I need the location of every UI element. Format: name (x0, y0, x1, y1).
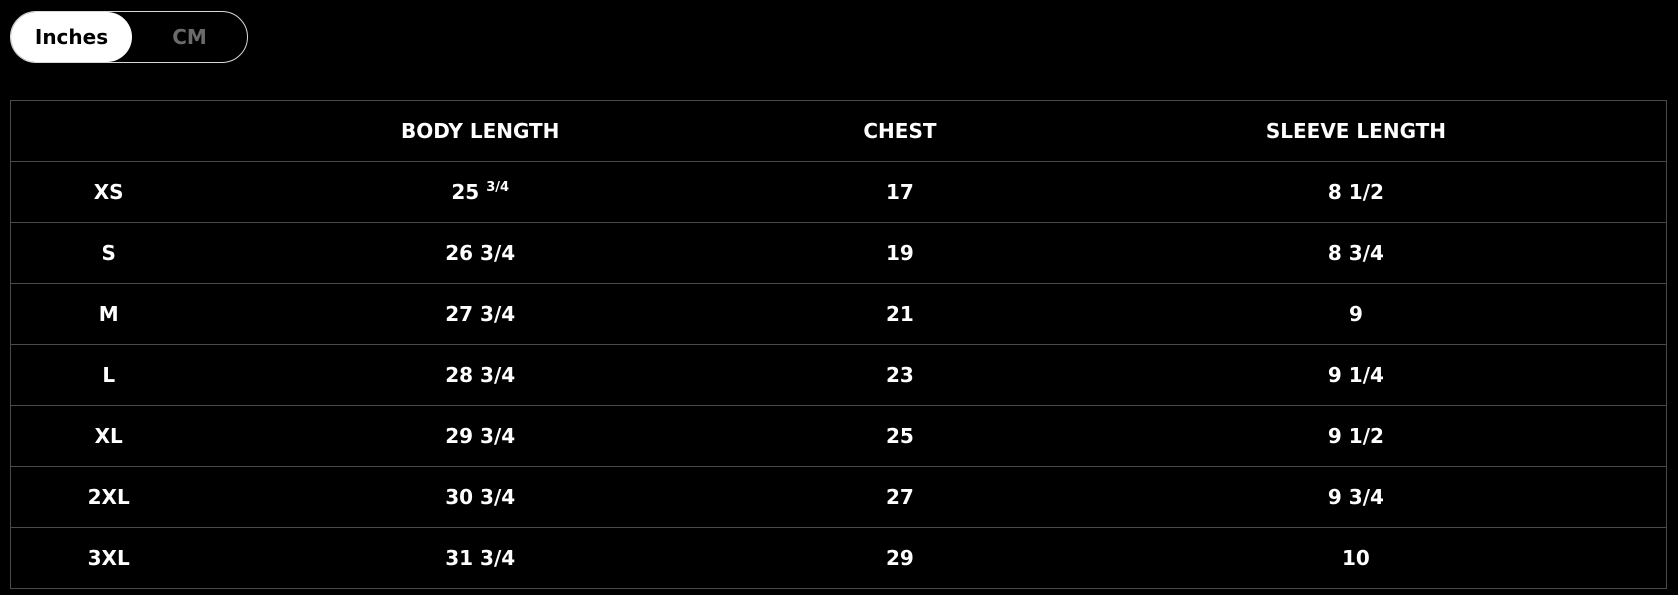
chest-cell: 19 (754, 222, 1046, 284)
sleeve-length-cell: 9 1/4 (1045, 344, 1667, 406)
header-chest: CHEST (863, 119, 937, 143)
sleeve-length-cell: 8 3/4 (1045, 222, 1667, 284)
body-length-whole: 25 (451, 180, 480, 204)
cm-option[interactable]: CM (172, 25, 207, 49)
body-length-cell: 28 3/4 (206, 344, 755, 406)
chest-cell: 21 (754, 283, 1046, 345)
size-chart-table: BODY LENGTH CHEST SLEEVE LENGTH XS 25 3/… (10, 100, 1667, 589)
body-length-cell: 26 3/4 (206, 222, 755, 284)
table-row: S 26 3/4 19 8 3/4 (10, 222, 1667, 284)
sleeve-length-cell: 9 (1045, 283, 1667, 345)
body-length-cell: 30 3/4 (206, 466, 755, 528)
size-cell: 2XL (10, 466, 207, 528)
size-cell: L (10, 344, 207, 406)
chest-cell: 17 (754, 161, 1046, 223)
header-body-length: BODY LENGTH (400, 119, 560, 143)
chest-cell: 27 (754, 466, 1046, 528)
chest-cell: 29 (754, 527, 1046, 589)
table-row: XS 25 3/4 17 8 1/2 (10, 161, 1667, 223)
body-length-cell: 25 3/4 (206, 161, 755, 223)
size-cell: S (10, 222, 207, 284)
table-row: 2XL 30 3/4 27 9 3/4 (10, 466, 1667, 528)
size-cell: M (10, 283, 207, 345)
table-row: M 27 3/4 21 9 (10, 283, 1667, 345)
table-row: L 28 3/4 23 9 1/4 (10, 344, 1667, 406)
sleeve-length-cell: 10 (1045, 527, 1667, 589)
sleeve-length-cell: 8 1/2 (1045, 161, 1667, 223)
size-cell: XL (10, 405, 207, 467)
size-cell: 3XL (10, 527, 207, 589)
chest-cell: 25 (754, 405, 1046, 467)
header-row: BODY LENGTH CHEST SLEEVE LENGTH (11, 101, 1667, 162)
body-length-cell: 29 3/4 (206, 405, 755, 467)
table-row: 3XL 31 3/4 29 10 (10, 527, 1667, 589)
inches-option[interactable]: Inches (11, 12, 132, 62)
sleeve-length-cell: 9 1/2 (1045, 405, 1667, 467)
unit-toggle: Inches CM (10, 11, 248, 63)
body-length-fraction: 3/4 (486, 180, 510, 195)
body-length-cell: 27 3/4 (206, 283, 755, 345)
header-sleeve-length: SLEEVE LENGTH (1265, 119, 1447, 143)
body-length-cell: 31 3/4 (206, 527, 755, 589)
chest-cell: 23 (754, 344, 1046, 406)
header-size (11, 101, 207, 162)
sleeve-length-cell: 9 3/4 (1045, 466, 1667, 528)
table-row: XL 29 3/4 25 9 1/2 (10, 405, 1667, 467)
size-cell: XS (10, 161, 207, 223)
